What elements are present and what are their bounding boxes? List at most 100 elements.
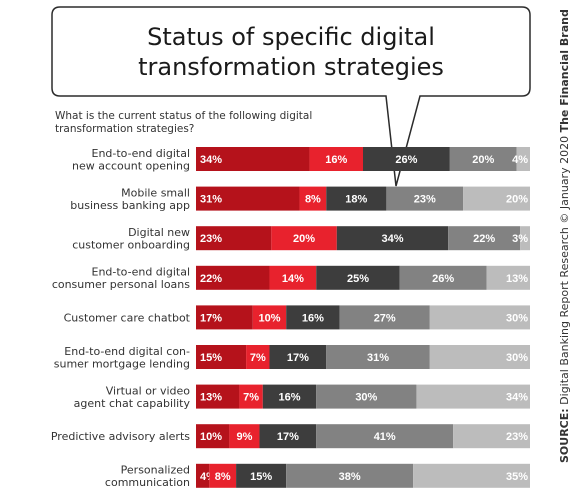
bar-segment-row5-series2 bbox=[252, 305, 287, 330]
bar-segment-row5-series5 bbox=[429, 305, 530, 330]
category-label-row3-line2: customer onboarding bbox=[72, 238, 190, 251]
value-label-row6-series1: 15% bbox=[200, 352, 222, 364]
bar-segment-row7-series4 bbox=[316, 384, 417, 409]
category-label-row5-line1: Customer care chatbot bbox=[64, 311, 191, 324]
bar-segment-row4-series1 bbox=[196, 265, 270, 290]
value-label-row9-series5: 35% bbox=[506, 471, 528, 483]
value-label-row5-series2: 10% bbox=[258, 312, 280, 324]
bar-segment-row3-series2 bbox=[271, 226, 337, 251]
question-line-1: What is the current status of the follow… bbox=[55, 110, 312, 122]
bar-segment-row1-series1 bbox=[196, 147, 310, 171]
value-label-row1-series5: 4% bbox=[512, 154, 528, 166]
value-label-row4-series4: 26% bbox=[432, 273, 454, 285]
value-label-row2-series2: 8% bbox=[305, 194, 321, 206]
value-label-row6-series4: 31% bbox=[367, 352, 389, 364]
value-label-row1-series1: 34% bbox=[200, 154, 222, 166]
value-label-row7-series3: 16% bbox=[279, 392, 301, 404]
category-label-row1-line1: End-to-end digital bbox=[92, 147, 191, 160]
bar-segment-row3-series4 bbox=[448, 226, 521, 251]
bar-segment-row4-series4 bbox=[399, 265, 487, 290]
bar-segment-row2-series1 bbox=[196, 186, 300, 211]
source-prefix: SOURCE: bbox=[558, 408, 571, 463]
value-label-row4-series2: 14% bbox=[282, 273, 304, 285]
value-label-row3-series3: 34% bbox=[381, 233, 403, 245]
bar-segment-row5-series4 bbox=[339, 305, 430, 330]
category-label-row4-line2: consumer personal loans bbox=[52, 278, 190, 291]
value-label-row8-series5: 23% bbox=[506, 431, 528, 443]
category-label-row2-line1: Mobile small bbox=[121, 186, 190, 199]
value-label-row5-series5: 30% bbox=[506, 312, 528, 324]
bars-group: 34% 16% 26% 20% 4% 31% 8% 18% 23% 20% 23% 20% 34% 22%… bbox=[196, 147, 530, 488]
bar-segment-row1-series4 bbox=[449, 147, 517, 171]
bar-segment-row8-series2 bbox=[229, 424, 260, 449]
category-label-row2-line2: business banking app bbox=[70, 199, 190, 212]
value-label-row6-series2: 7% bbox=[250, 352, 266, 364]
value-label-row3-series2: 20% bbox=[293, 233, 315, 245]
value-label-row8-series1: 10% bbox=[200, 431, 222, 443]
bar-segment-row6-series2 bbox=[246, 345, 270, 369]
value-label-row1-series2: 16% bbox=[325, 154, 347, 166]
category-label-row1-line2: new account opening bbox=[72, 159, 190, 172]
bar-segment-row1-series2 bbox=[309, 147, 363, 171]
bar-segment-row6-series5 bbox=[429, 345, 530, 369]
value-label-row8-series2: 9% bbox=[236, 431, 252, 443]
value-label-row6-series5: 30% bbox=[506, 352, 528, 364]
bar-segment-row6-series3 bbox=[269, 345, 327, 369]
value-label-row4-series3: 25% bbox=[347, 273, 369, 285]
value-label-row3-series5: 3% bbox=[512, 233, 528, 245]
value-label-row2-series3: 18% bbox=[345, 194, 367, 206]
title-speech-bubble bbox=[51, 6, 531, 187]
category-label-row4-line1: End-to-end digital bbox=[92, 266, 191, 279]
value-label-row5-series1: 17% bbox=[200, 312, 222, 324]
bar-segment-row9-series3 bbox=[236, 463, 287, 488]
value-label-row2-series4: 23% bbox=[414, 194, 436, 206]
value-label-row9-series2: 8% bbox=[215, 471, 231, 483]
category-label-row9-line1: Personalized bbox=[121, 464, 190, 477]
category-label-row8-line1: Predictive advisory alerts bbox=[51, 430, 190, 443]
value-label-row1-series4: 20% bbox=[472, 154, 494, 166]
source-text: Digital Banking Report Research © Januar… bbox=[558, 132, 571, 408]
bar-segment-row2-series2 bbox=[299, 186, 327, 211]
bar-segment-row6-series1 bbox=[196, 345, 247, 369]
value-label-row2-series1: 31% bbox=[200, 194, 222, 206]
value-label-row4-series1: 22% bbox=[200, 273, 222, 285]
source-note: SOURCE: Digital Banking Report Research … bbox=[558, 9, 571, 463]
value-label-row2-series5: 20% bbox=[506, 194, 528, 206]
bar-segment-row9-series2 bbox=[209, 463, 237, 488]
value-label-row9-series3: 15% bbox=[250, 471, 272, 483]
value-label-row6-series3: 17% bbox=[287, 352, 309, 364]
bar-segment-row3-series5 bbox=[520, 226, 530, 251]
bar-segment-row5-series3 bbox=[286, 305, 340, 330]
bar-segment-row1-series3 bbox=[363, 147, 450, 171]
chart-title-line-2: transformation strategies bbox=[138, 53, 444, 81]
bar-segment-row8-series3 bbox=[259, 424, 317, 449]
bar-segment-row4-series5 bbox=[486, 265, 530, 290]
bar-segment-row3-series3 bbox=[336, 226, 449, 251]
category-label-row3-line1: Digital new bbox=[128, 226, 190, 239]
value-label-row7-series5: 34% bbox=[506, 392, 528, 404]
bar-segment-row1-series5 bbox=[516, 147, 530, 171]
bar-segment-row8-series4 bbox=[316, 424, 454, 449]
bar-segment-row9-series5 bbox=[413, 463, 530, 488]
chart-title-line-1: Status of specific digital bbox=[147, 23, 435, 51]
value-label-row1-series3: 26% bbox=[395, 154, 417, 166]
value-label-row3-series4: 22% bbox=[473, 233, 495, 245]
value-label-row4-series5: 13% bbox=[506, 273, 528, 285]
bar-segment-row4-series2 bbox=[269, 265, 317, 290]
value-label-row5-series3: 16% bbox=[302, 312, 324, 324]
value-label-row8-series3: 17% bbox=[277, 431, 299, 443]
bar-segment-row7-series1 bbox=[196, 384, 240, 409]
bar-segment-row6-series4 bbox=[326, 345, 430, 369]
bar-segment-row7-series5 bbox=[416, 384, 530, 409]
bar-segment-row5-series1 bbox=[196, 305, 253, 330]
bar-segment-row2-series5 bbox=[463, 186, 530, 211]
value-label-row9-series4: 38% bbox=[339, 471, 361, 483]
bar-segment-row7-series2 bbox=[239, 384, 263, 409]
value-label-row5-series4: 27% bbox=[374, 312, 396, 324]
value-label-row8-series4: 41% bbox=[374, 431, 396, 443]
bar-segment-row8-series1 bbox=[196, 424, 230, 449]
bar-segment-row2-series3 bbox=[326, 186, 387, 211]
bar-segment-row9-series4 bbox=[286, 463, 414, 488]
